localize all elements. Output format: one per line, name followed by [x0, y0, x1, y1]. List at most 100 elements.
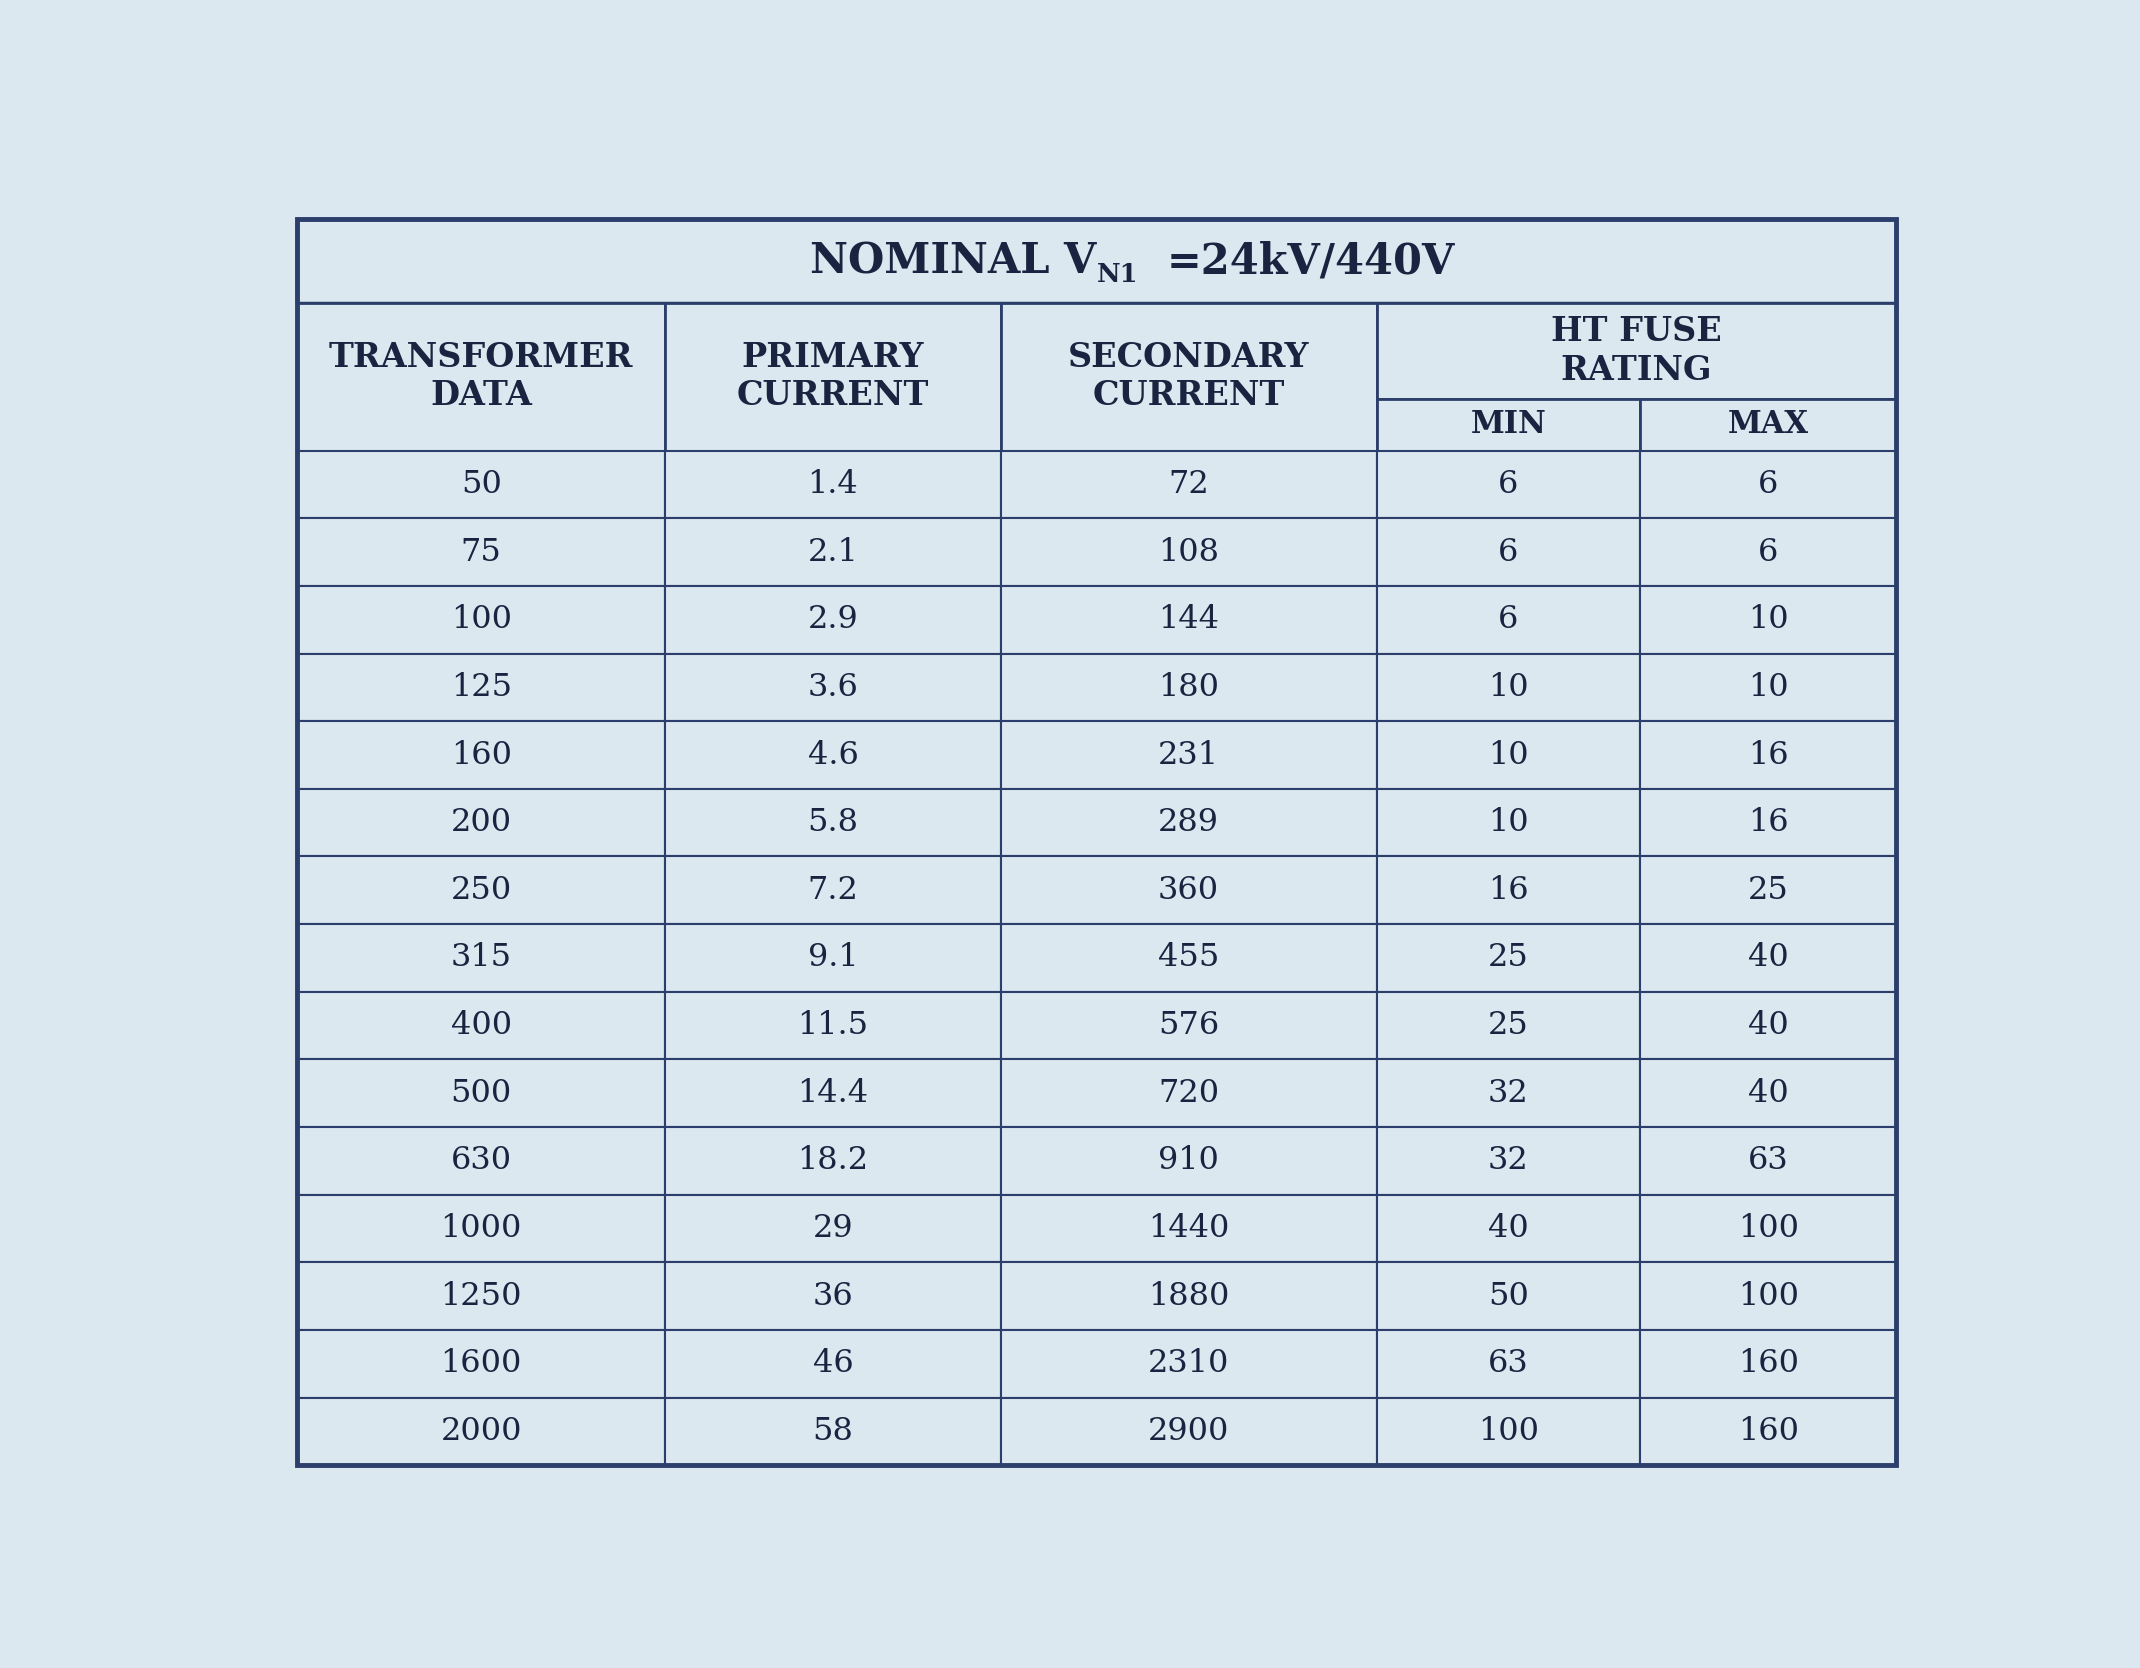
Bar [1002, 654, 1376, 721]
Bar [1002, 1128, 1376, 1194]
Text: 50: 50 [460, 469, 501, 500]
Text: PRIMARY
CURRENT: PRIMARY CURRENT [736, 342, 929, 412]
Bar [666, 992, 1002, 1059]
Bar [1641, 789, 1896, 856]
Text: 400: 400 [452, 1011, 511, 1041]
Bar [297, 220, 1896, 304]
Bar [297, 1194, 666, 1263]
Text: 6: 6 [1759, 469, 1778, 500]
Text: 36: 36 [813, 1281, 854, 1311]
Bar [1002, 519, 1376, 585]
Bar [1376, 450, 1641, 519]
Text: 40: 40 [1748, 1011, 1789, 1041]
Bar [1002, 924, 1376, 992]
Bar [1641, 585, 1896, 654]
Text: 6: 6 [1498, 469, 1519, 500]
Text: 4.6: 4.6 [807, 739, 858, 771]
Bar [1641, 1263, 1896, 1329]
Bar [297, 924, 666, 992]
Text: 2310: 2310 [1147, 1348, 1228, 1379]
Bar [1002, 789, 1376, 856]
Bar [1002, 1059, 1376, 1128]
Text: 40: 40 [1487, 1213, 1528, 1244]
Bar [1641, 1329, 1896, 1398]
Text: MIN: MIN [1470, 409, 1547, 440]
Bar [1376, 789, 1641, 856]
Bar [1376, 585, 1641, 654]
Bar [666, 1128, 1002, 1194]
Text: 25: 25 [1487, 942, 1528, 974]
Text: 910: 910 [1158, 1146, 1220, 1176]
Bar [1376, 519, 1641, 585]
Text: 1880: 1880 [1147, 1281, 1228, 1311]
Bar [297, 1398, 666, 1465]
Bar [1376, 992, 1641, 1059]
Bar [666, 1329, 1002, 1398]
Text: 576: 576 [1158, 1011, 1220, 1041]
Bar [1002, 585, 1376, 654]
Bar [1376, 924, 1641, 992]
Bar [297, 519, 666, 585]
Text: 16: 16 [1748, 807, 1789, 837]
Bar [1641, 1128, 1896, 1194]
Text: 9.1: 9.1 [807, 942, 858, 974]
Text: 200: 200 [452, 807, 511, 837]
Bar [297, 789, 666, 856]
Bar [1002, 1329, 1376, 1398]
Text: 2.9: 2.9 [807, 604, 858, 636]
Bar [666, 450, 1002, 519]
Text: TRANSFORMER
DATA: TRANSFORMER DATA [330, 342, 633, 412]
Text: 289: 289 [1158, 807, 1220, 837]
Text: 18.2: 18.2 [798, 1146, 869, 1176]
Text: 108: 108 [1158, 537, 1220, 567]
Text: 10: 10 [1748, 604, 1789, 636]
Bar [297, 1059, 666, 1128]
Text: 1600: 1600 [441, 1348, 522, 1379]
Text: 2900: 2900 [1147, 1416, 1228, 1446]
Text: 160: 160 [1738, 1348, 1800, 1379]
Bar [666, 654, 1002, 721]
Bar [1641, 399, 1896, 450]
Text: HT FUSE
RATING: HT FUSE RATING [1552, 315, 1723, 387]
Text: 16: 16 [1487, 874, 1528, 906]
Bar [1376, 304, 1896, 399]
Bar [1376, 721, 1641, 789]
Bar [666, 789, 1002, 856]
Bar [1641, 1398, 1896, 1465]
Text: 6: 6 [1498, 604, 1519, 636]
Text: 25: 25 [1487, 1011, 1528, 1041]
Bar [666, 1263, 1002, 1329]
Text: MAX: MAX [1727, 409, 1808, 440]
Text: 100: 100 [1738, 1281, 1800, 1311]
Bar [1376, 399, 1641, 450]
Text: 720: 720 [1158, 1078, 1220, 1109]
Bar [297, 654, 666, 721]
Text: 11.5: 11.5 [798, 1011, 869, 1041]
Bar [1376, 1194, 1641, 1263]
Text: 25: 25 [1748, 874, 1789, 906]
Text: 1440: 1440 [1147, 1213, 1228, 1244]
Text: 63: 63 [1748, 1146, 1789, 1176]
Text: 63: 63 [1487, 1348, 1528, 1379]
Bar [1641, 1059, 1896, 1128]
Bar [1002, 304, 1376, 450]
Text: 40: 40 [1748, 1078, 1789, 1109]
Bar [666, 721, 1002, 789]
Text: 160: 160 [1738, 1416, 1800, 1446]
Text: 500: 500 [452, 1078, 511, 1109]
Text: N1: N1 [1098, 262, 1138, 287]
Bar [297, 585, 666, 654]
Text: 231: 231 [1158, 739, 1220, 771]
Text: 50: 50 [1487, 1281, 1528, 1311]
Text: 2.1: 2.1 [807, 537, 858, 567]
Bar [297, 450, 666, 519]
Bar [666, 1194, 1002, 1263]
Text: 100: 100 [1479, 1416, 1539, 1446]
Text: NOMINAL V: NOMINAL V [811, 240, 1098, 282]
Text: 455: 455 [1158, 942, 1220, 974]
Bar [666, 585, 1002, 654]
Bar [1641, 924, 1896, 992]
Text: 14.4: 14.4 [798, 1078, 869, 1109]
Bar [297, 856, 666, 924]
Bar [666, 924, 1002, 992]
